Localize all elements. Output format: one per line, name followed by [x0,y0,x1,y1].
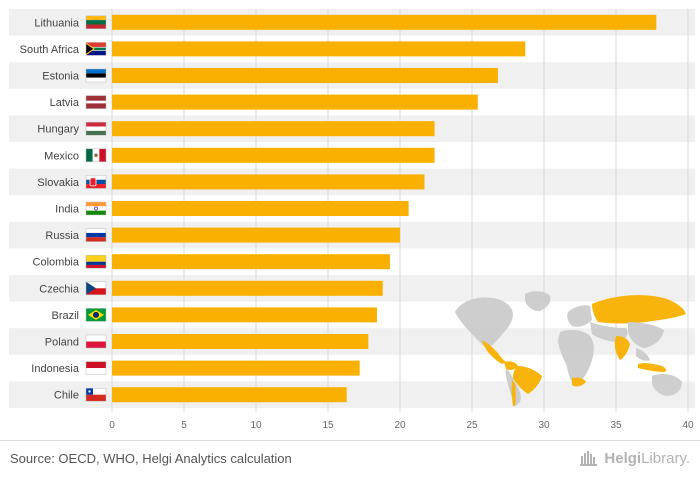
bar[interactable] [112,254,390,270]
category-label: Latvia [50,97,80,109]
library-icon [580,451,598,466]
bar[interactable] [112,68,498,83]
x-tick-label: 40 [682,420,694,431]
bar[interactable] [112,387,347,403]
czechia-flag [85,281,107,296]
latvia-flag [85,95,107,109]
category-label: Slovakia [37,177,79,189]
category-label: Chile [54,390,79,402]
category-label: Lithuania [34,17,80,29]
poland-flag [85,334,107,349]
bar[interactable] [112,41,526,57]
brand-name-bold: Helgi [604,449,642,467]
category-label: Mexico [44,150,79,162]
x-tick-label: 20 [394,420,406,431]
bar[interactable] [112,201,409,216]
estonia-flag [85,68,107,83]
south-africa-flag [85,42,107,56]
bar[interactable] [112,280,383,296]
chile-flag [85,387,107,402]
slovakia-flag [85,175,107,189]
flags [85,15,107,402]
bar[interactable] [112,174,425,190]
bar[interactable] [112,121,435,137]
category-label: Brazil [51,310,79,322]
x-tick-label: 5 [181,420,187,431]
x-tick-label: 25 [466,420,478,431]
footer: Source: OECD, WHO, Helgi Analytics calcu… [0,440,700,484]
source-note: Source: OECD, WHO, Helgi Analytics calcu… [10,451,292,466]
hungary-flag [85,121,107,136]
brazil-flag [85,308,107,322]
category-label: Colombia [33,257,80,269]
colombia-flag [85,254,107,269]
bar[interactable] [112,227,400,243]
world-map-icon [455,291,686,406]
category-label: Estonia [42,71,80,83]
india-flag [85,201,107,216]
bar[interactable] [112,334,369,349]
bar[interactable] [112,360,360,376]
bar[interactable] [112,94,478,110]
brand-name-light: Library. [641,449,690,467]
russia-flag [85,228,107,242]
x-tick-label: 15 [322,420,334,431]
x-tick-label: 35 [610,420,622,431]
x-axis-ticks: 0 5 10 15 20 25 30 35 40 [109,420,694,431]
x-tick-label: 10 [250,420,262,431]
category-label: Czechia [39,283,80,295]
category-label: Indonesia [31,363,80,375]
lithuania-flag [85,15,107,30]
category-label: Russia [45,230,80,242]
bar-chart: Lithuania South Africa Estonia Latvia Hungar… [9,9,695,431]
x-tick-label: 0 [109,420,115,431]
category-label: Poland [45,337,79,349]
bars [112,14,657,403]
helgi-library-logo[interactable]: Helgi Library. [580,448,690,468]
category-label: South Africa [20,44,80,56]
mexico-flag [85,148,107,163]
bar[interactable] [112,147,435,163]
bar[interactable] [112,307,377,323]
x-tick-label: 30 [538,420,550,431]
bar[interactable] [112,14,657,30]
category-labels: Lithuania South Africa Estonia Latvia Hungar… [20,17,80,401]
category-label: Hungary [37,124,79,136]
category-label: India [55,204,80,216]
indonesia-flag [85,361,107,375]
